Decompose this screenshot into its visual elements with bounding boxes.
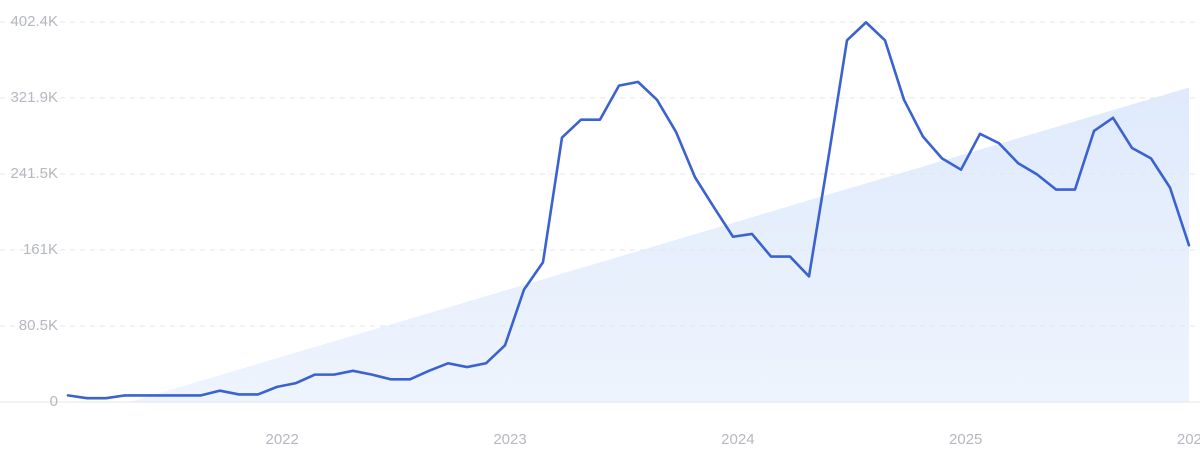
x-tick-label: 2023 (493, 431, 526, 448)
series-line (66, 21, 1191, 400)
y-tick-label: 80.5K (19, 317, 58, 334)
x-tick-label: 2024 (721, 431, 754, 448)
x-tick-label: 2022 (265, 431, 298, 448)
y-tick-label: 0 (50, 393, 58, 410)
y-tick-label: 241.5K (10, 165, 58, 182)
y-tick-label: 161K (23, 241, 58, 258)
x-tick-label: 2026 (1177, 431, 1200, 448)
x-tick-label: 2025 (949, 431, 982, 448)
y-tick-label: 402.4K (10, 13, 58, 30)
trend-area (129, 87, 1189, 403)
y-tick-label: 321.9K (10, 89, 58, 106)
